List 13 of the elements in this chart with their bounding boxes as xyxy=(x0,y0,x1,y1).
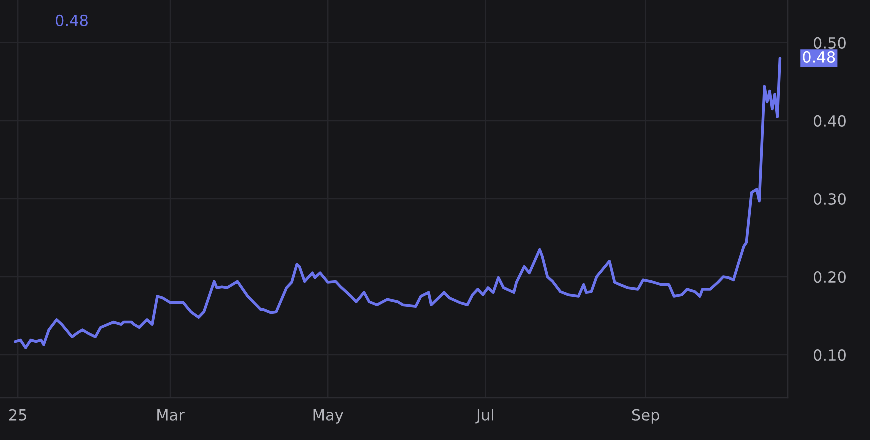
x-tick-label: Jul xyxy=(476,409,494,424)
x-tick-label: Sep xyxy=(632,409,660,424)
x-tick-label: 25 xyxy=(9,409,26,421)
data-label: 0.48 xyxy=(803,51,836,63)
annotation: 0.48 xyxy=(56,14,88,26)
x-tick-label: Mar xyxy=(158,410,185,421)
y-tick-label: 0.10 xyxy=(814,350,846,362)
y-tick-label: 0.30 xyxy=(814,193,846,206)
x-tick-label: May xyxy=(314,410,344,424)
y-tick-label: 0.40 xyxy=(814,115,846,127)
y-tick-label: 0.50 xyxy=(814,37,846,49)
line-series xyxy=(14,57,782,350)
y-tick-label: 0.20 xyxy=(814,271,846,284)
